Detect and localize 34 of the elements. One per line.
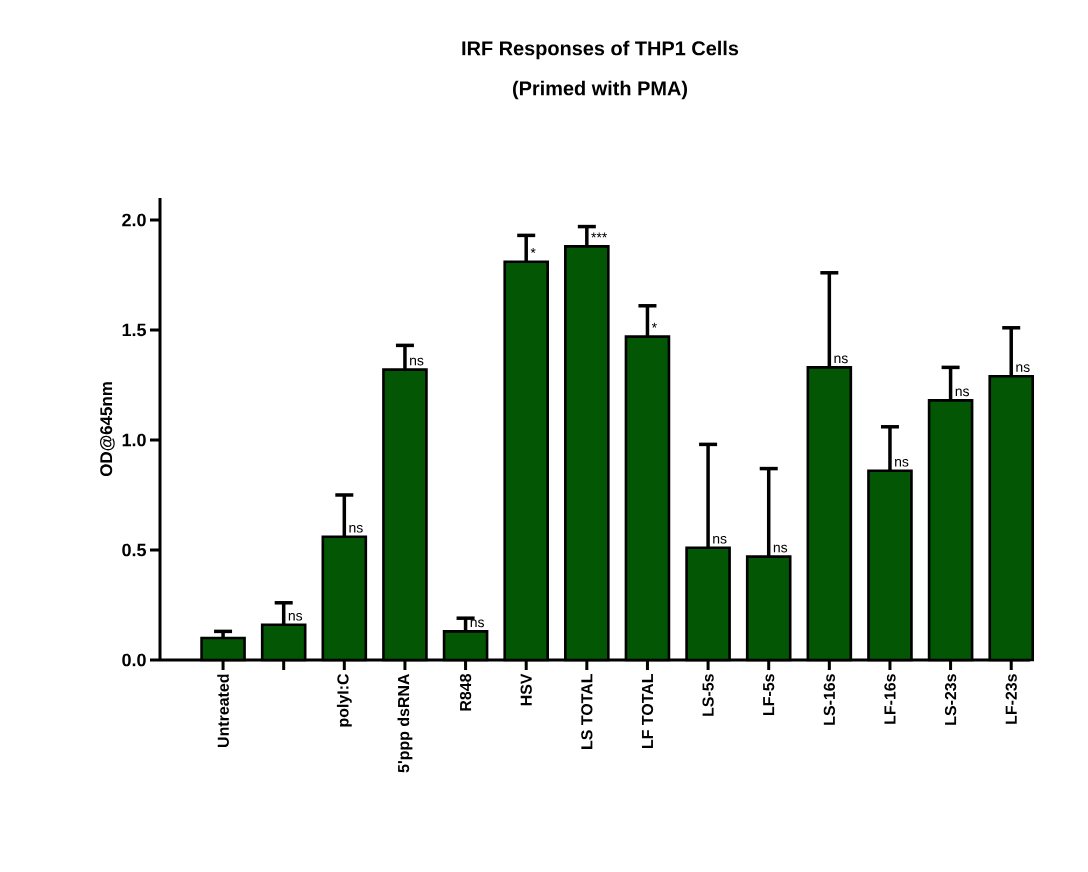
y-tick-label: 1.5 <box>122 323 146 337</box>
y-tick-label: 1.0 <box>122 433 146 447</box>
data-label: ns <box>1016 364 1030 372</box>
x-tick-label: LF-5s <box>763 674 775 715</box>
data-label: ns <box>834 355 848 364</box>
y-tick-label: 2.0 <box>122 213 146 227</box>
data-label: ns <box>349 524 363 533</box>
x-tick-label: LF TOTAL <box>641 673 654 748</box>
data-label: * <box>530 247 536 253</box>
data-label: ns <box>410 357 424 366</box>
x-tick-label: LS-16s <box>823 674 835 725</box>
y-tick-label: 0.5 <box>122 543 146 557</box>
x-tick-label: LS-5s <box>702 674 714 716</box>
x-tick-label: LS TOTAL <box>581 673 593 749</box>
data-label: ns <box>955 388 970 397</box>
x-tick-label: R848 <box>459 674 472 711</box>
x-tick-label: LS-23s <box>944 674 957 725</box>
data-label: ns <box>713 535 727 544</box>
x-tick-label: LF-23s <box>1005 674 1017 724</box>
chart-subtitle: (Primed with PMA) <box>513 80 687 100</box>
data-label: ns <box>895 458 909 467</box>
data-label: ns <box>288 612 303 621</box>
x-tick-label: 5'ppp dsRNA <box>397 673 413 773</box>
x-tick-label: LF-16s <box>884 674 896 724</box>
data-label: *** <box>591 232 608 238</box>
x-tick-label: polyI:C <box>336 673 352 727</box>
chart-title: IRF Responses of THP1 Cells <box>462 40 739 60</box>
x-tick-label: Untreated <box>217 674 229 747</box>
data-label: ns <box>470 619 484 628</box>
y-axis-title: OD@645nm <box>100 382 115 477</box>
data-label: * <box>651 322 657 328</box>
data-label: ns <box>773 544 788 553</box>
x-tick-label: HSV <box>520 673 532 706</box>
y-tick-label: 0.0 <box>122 653 146 667</box>
